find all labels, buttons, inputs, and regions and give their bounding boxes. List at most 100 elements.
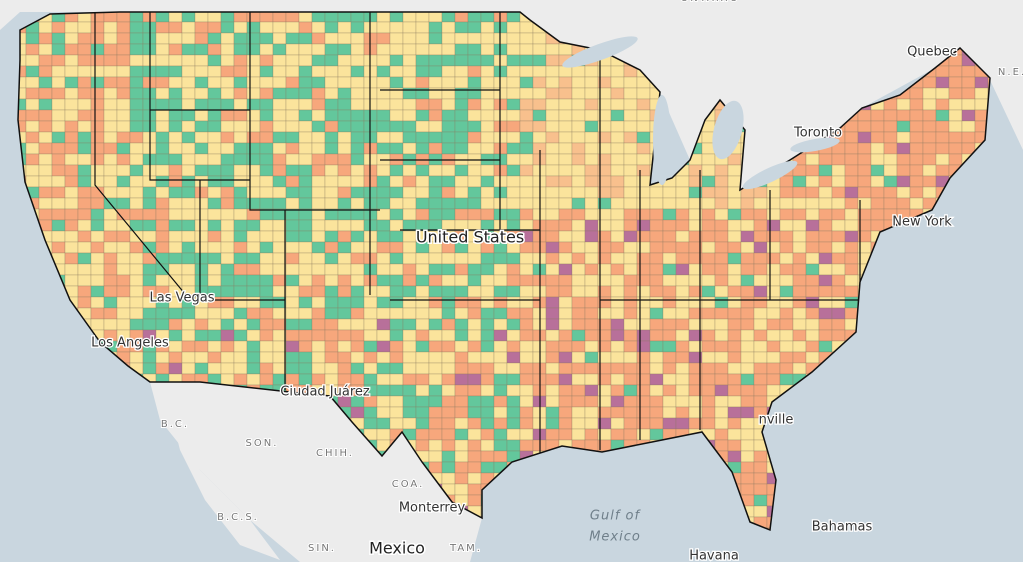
county xyxy=(623,406,638,419)
county xyxy=(675,406,690,419)
county xyxy=(831,175,846,188)
county xyxy=(467,296,482,309)
county xyxy=(545,285,560,298)
county xyxy=(311,241,326,254)
county xyxy=(350,76,365,89)
county xyxy=(207,197,222,210)
county xyxy=(116,263,131,276)
county xyxy=(168,65,183,78)
county xyxy=(805,340,820,353)
county xyxy=(558,340,573,353)
county xyxy=(272,373,287,386)
county xyxy=(90,131,105,144)
county xyxy=(116,252,131,265)
county xyxy=(545,109,560,122)
county xyxy=(285,318,300,331)
county xyxy=(623,307,638,320)
county xyxy=(194,362,209,375)
county xyxy=(337,285,352,298)
county xyxy=(571,296,586,309)
county xyxy=(727,395,742,408)
county xyxy=(233,351,248,364)
county xyxy=(636,98,651,111)
county xyxy=(77,43,92,56)
county xyxy=(857,164,872,177)
county xyxy=(220,340,235,353)
county xyxy=(441,109,456,122)
county xyxy=(792,186,807,199)
county xyxy=(428,186,443,199)
county xyxy=(935,109,950,122)
county xyxy=(766,307,781,320)
county xyxy=(311,76,326,89)
county xyxy=(675,340,690,353)
county xyxy=(545,43,560,56)
county xyxy=(272,230,287,243)
county xyxy=(740,384,755,397)
county xyxy=(259,329,274,342)
county xyxy=(493,406,508,419)
county xyxy=(584,428,599,441)
county xyxy=(181,340,196,353)
county xyxy=(584,274,599,287)
county xyxy=(610,362,625,375)
county xyxy=(428,109,443,122)
county xyxy=(844,285,859,298)
canada xyxy=(0,0,1023,190)
county xyxy=(467,120,482,133)
county xyxy=(506,384,521,397)
county xyxy=(298,230,313,243)
county xyxy=(103,230,118,243)
map-label: SIN. xyxy=(308,543,336,554)
county xyxy=(467,373,482,386)
county xyxy=(740,241,755,254)
county xyxy=(636,175,651,188)
county xyxy=(90,43,105,56)
county xyxy=(220,109,235,122)
county xyxy=(480,373,495,386)
county xyxy=(792,230,807,243)
county xyxy=(636,428,651,441)
map-label: Bahamas xyxy=(812,520,873,535)
county xyxy=(831,274,846,287)
county xyxy=(779,219,794,232)
county xyxy=(792,296,807,309)
county xyxy=(207,307,222,320)
county xyxy=(766,230,781,243)
county xyxy=(116,285,131,298)
county xyxy=(90,307,105,320)
county xyxy=(610,208,625,221)
county xyxy=(285,131,300,144)
county xyxy=(610,197,625,210)
county xyxy=(415,120,430,133)
county xyxy=(298,252,313,265)
county xyxy=(350,263,365,276)
county xyxy=(532,76,547,89)
county xyxy=(857,186,872,199)
county xyxy=(831,230,846,243)
county xyxy=(896,197,911,210)
county xyxy=(64,109,79,122)
county xyxy=(532,32,547,45)
county xyxy=(545,395,560,408)
county xyxy=(376,54,391,67)
county xyxy=(584,417,599,430)
county xyxy=(701,395,716,408)
county xyxy=(246,274,261,287)
county xyxy=(727,274,742,287)
county xyxy=(220,241,235,254)
county xyxy=(142,318,157,331)
county xyxy=(844,131,859,144)
county xyxy=(324,142,339,155)
county xyxy=(129,274,144,287)
county xyxy=(337,153,352,166)
county xyxy=(909,153,924,166)
county xyxy=(272,43,287,56)
county xyxy=(103,318,118,331)
county xyxy=(610,395,625,408)
county xyxy=(831,318,846,331)
county xyxy=(389,98,404,111)
county xyxy=(116,21,131,34)
county xyxy=(103,32,118,45)
county xyxy=(584,241,599,254)
